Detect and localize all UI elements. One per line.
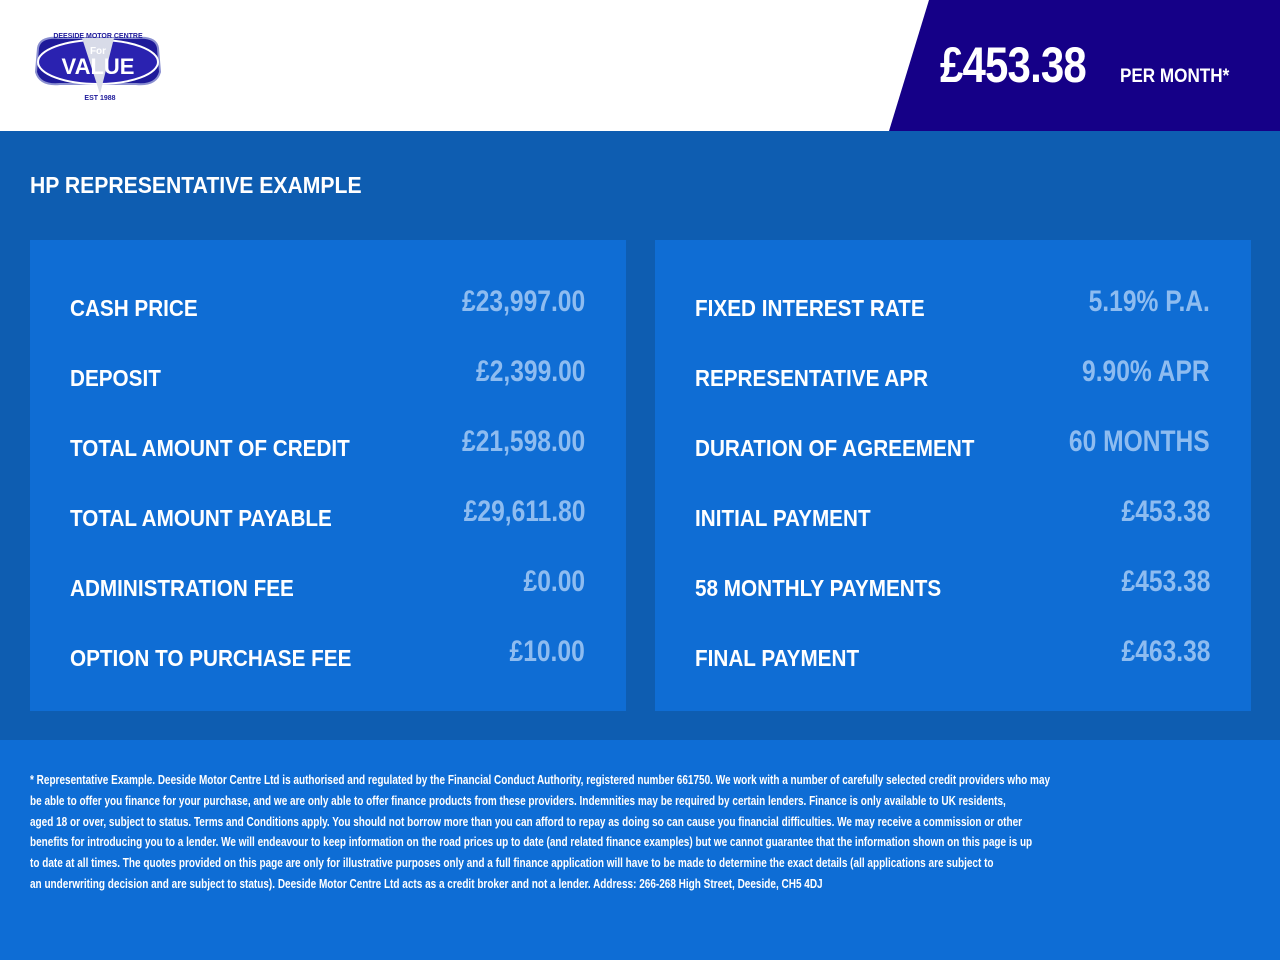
disclaimer-line: benefits for introducing you to a lender… xyxy=(30,835,1033,850)
row-label: ADMINISTRATION FEE xyxy=(70,575,294,601)
row-label: CASH PRICE xyxy=(70,295,198,321)
svg-text:EST 1988: EST 1988 xyxy=(84,95,115,102)
row-label: FIXED INTEREST RATE xyxy=(695,295,925,321)
row-value: 5.19% P.A. xyxy=(1088,285,1210,318)
svg-text:For: For xyxy=(90,46,106,57)
finance-panel-right: FIXED INTEREST RATE 5.19% P.A. REPRESENTA… xyxy=(655,240,1251,711)
finance-row: FIXED INTEREST RATE 5.19% P.A. xyxy=(695,285,1210,325)
monthly-price: £453.38 xyxy=(940,37,1087,93)
row-label: DURATION OF AGREEMENT xyxy=(695,435,975,461)
finance-row: 58 MONTHLY PAYMENTS £453.38 xyxy=(695,565,1210,605)
row-label: FINAL PAYMENT xyxy=(695,645,860,671)
dealer-logo[interactable]: DEESIDE MOTOR CENTRE For VALUE EST 1988 xyxy=(30,28,166,104)
row-label: INITIAL PAYMENT xyxy=(695,505,871,531)
row-label: TOTAL AMOUNT PAYABLE xyxy=(70,505,332,531)
row-label: 58 MONTHLY PAYMENTS xyxy=(695,575,942,601)
row-label: TOTAL AMOUNT OF CREDIT xyxy=(70,435,350,461)
section-title: HP REPRESENTATIVE EXAMPLE xyxy=(30,172,362,198)
row-value: £453.38 xyxy=(1121,495,1210,528)
row-value: 60 MONTHS xyxy=(1069,425,1210,458)
finance-row: TOTAL AMOUNT PAYABLE £29,611.80 xyxy=(70,495,585,535)
svg-text:DEESIDE MOTOR CENTRE: DEESIDE MOTOR CENTRE xyxy=(53,33,143,40)
finance-row: DEPOSIT £2,399.00 xyxy=(70,355,585,395)
row-value: £10.00 xyxy=(509,635,585,668)
monthly-price-box xyxy=(889,0,1280,131)
finance-panel-left: CASH PRICE £23,997.00 DEPOSIT £2,399.00 TO… xyxy=(30,240,626,711)
svg-text:VALUE: VALUE xyxy=(62,54,135,79)
finance-row: INITIAL PAYMENT £453.38 xyxy=(695,495,1210,535)
disclaimer-line: aged 18 or over, subject to status. Term… xyxy=(30,814,1023,829)
row-value: £0.00 xyxy=(523,565,585,598)
row-value: £23,997.00 xyxy=(461,285,585,318)
disclaimer-line: * Representative Example. Deeside Motor … xyxy=(30,773,1051,787)
row-value: £2,399.00 xyxy=(475,355,585,388)
disclaimer-text: * Representative Example. Deeside Motor … xyxy=(30,770,1280,895)
row-label: REPRESENTATIVE APR xyxy=(695,365,929,391)
finance-row: OPTION TO PURCHASE FEE £10.00 xyxy=(70,635,585,675)
finance-row: DURATION OF AGREEMENT 60 MONTHS xyxy=(695,425,1210,465)
per-month-label: PER MONTH* xyxy=(1120,66,1230,87)
finance-row: ADMINISTRATION FEE £0.00 xyxy=(70,565,585,605)
disclaimer-line: to date at all times. The quotes provide… xyxy=(30,856,994,871)
row-value: £29,611.80 xyxy=(463,495,585,528)
row-value: £463.38 xyxy=(1121,635,1210,668)
disclaimer-line: an underwriting decision and are subject… xyxy=(30,876,823,891)
row-value: £21,598.00 xyxy=(461,425,585,458)
disclaimer-footer: * Representative Example. Deeside Motor … xyxy=(0,740,1280,960)
finance-row: FINAL PAYMENT £463.38 xyxy=(695,635,1210,675)
finance-row: TOTAL AMOUNT OF CREDIT £21,598.00 xyxy=(70,425,585,465)
row-label: DEPOSIT xyxy=(70,365,161,391)
finance-row: CASH PRICE £23,997.00 xyxy=(70,285,585,325)
finance-row: REPRESENTATIVE APR 9.90% APR xyxy=(695,355,1210,395)
row-value: £453.38 xyxy=(1121,565,1210,598)
row-value: 9.90% APR xyxy=(1082,355,1210,388)
row-label: OPTION TO PURCHASE FEE xyxy=(70,645,352,671)
disclaimer-line: be able to offer you finance for your pu… xyxy=(30,793,1006,808)
